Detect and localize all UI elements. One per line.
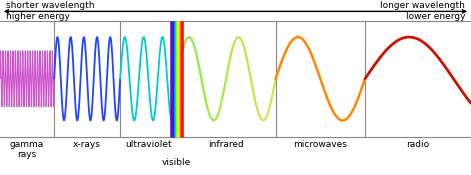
- Text: infrared: infrared: [208, 140, 244, 149]
- Text: shorter wavelength: shorter wavelength: [6, 2, 94, 10]
- Text: radio: radio: [406, 140, 430, 149]
- Text: visible: visible: [162, 158, 191, 167]
- Text: lower energy: lower energy: [406, 12, 465, 21]
- Text: x-rays: x-rays: [73, 140, 101, 149]
- Text: higher energy: higher energy: [6, 12, 70, 21]
- Text: ultraviolet: ultraviolet: [125, 140, 171, 149]
- Text: microwaves: microwaves: [293, 140, 347, 149]
- Text: gamma
rays: gamma rays: [10, 140, 44, 159]
- Text: longer wavelength: longer wavelength: [381, 2, 465, 10]
